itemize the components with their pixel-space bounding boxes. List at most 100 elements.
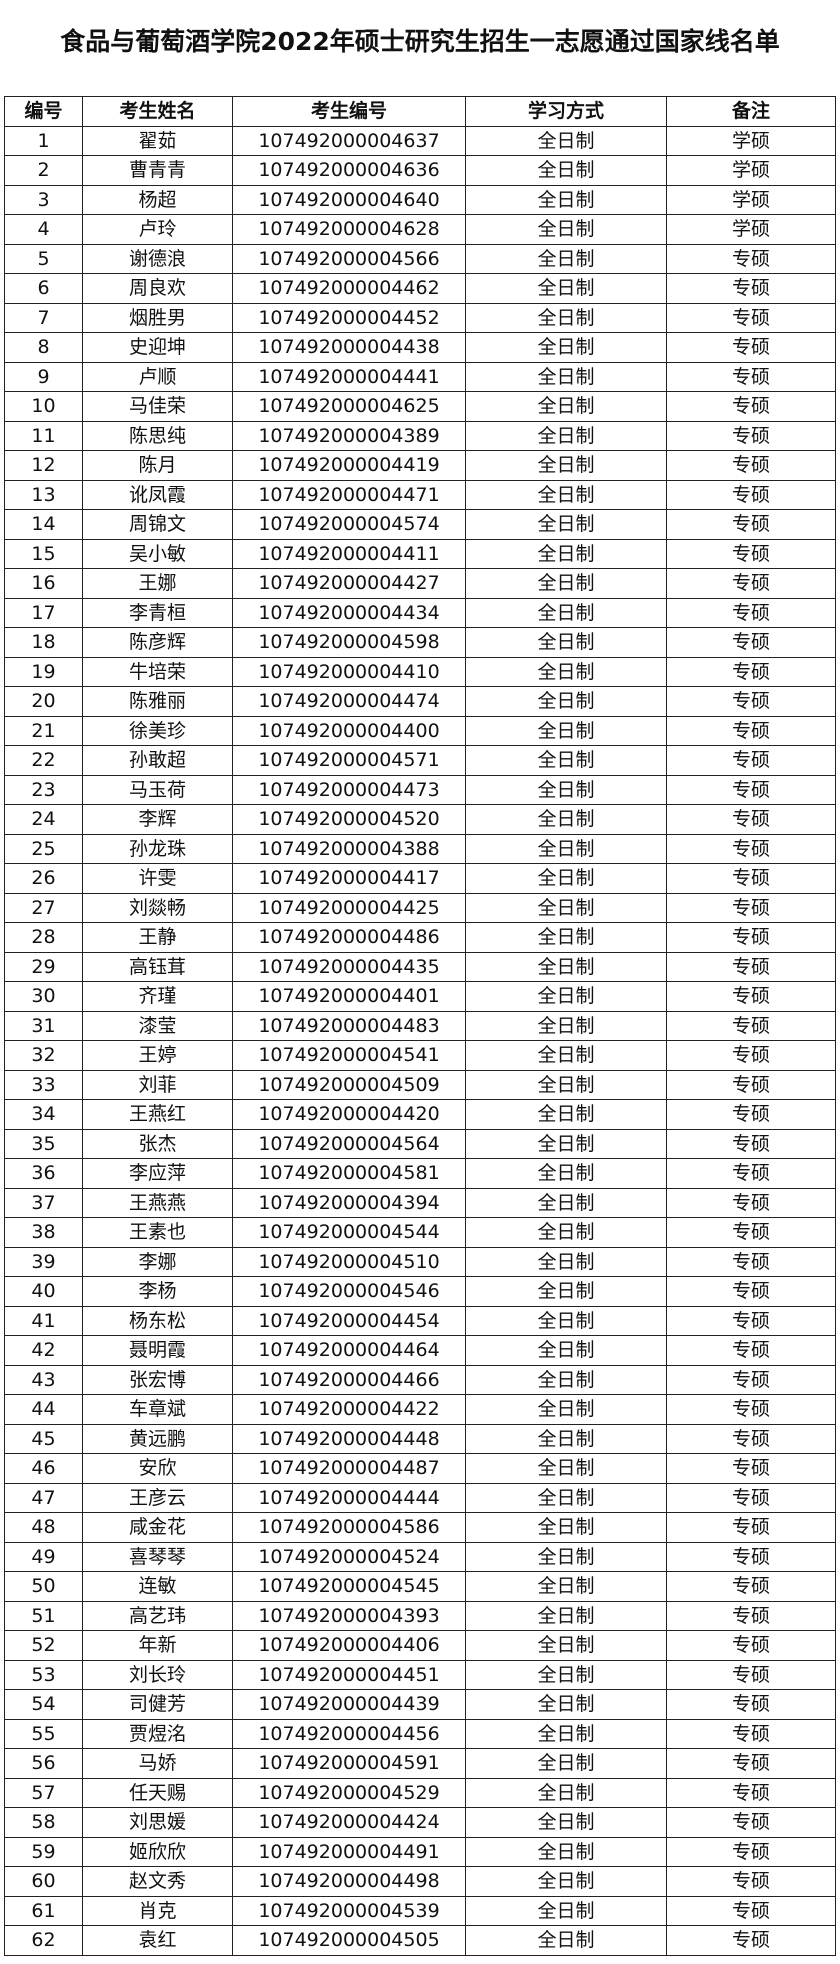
candidate-name: 刘思媛: [82, 1807, 233, 1838]
candidate-name: 司健芳: [82, 1689, 233, 1720]
study-mode: 全日制: [465, 1305, 667, 1336]
candidate-name: 袁红: [82, 1925, 233, 1956]
remark: 专硕: [666, 1394, 836, 1425]
remark: 专硕: [666, 450, 836, 481]
candidate-id: 107492000004466: [232, 1364, 466, 1395]
table-row: 62 袁红 107492000004505 全日制 专硕: [4, 1925, 836, 1956]
study-mode: 全日制: [465, 361, 667, 392]
candidate-id: 107492000004628: [232, 214, 466, 245]
candidate-name: 陈雅丽: [82, 686, 233, 717]
candidate-id: 107492000004640: [232, 184, 466, 215]
table-row: 22 孙敢超 107492000004571 全日制 专硕: [4, 745, 836, 776]
table-row: 39 李娜 107492000004510 全日制 专硕: [4, 1246, 836, 1277]
table-row: 53 刘长玲 107492000004451 全日制 专硕: [4, 1659, 836, 1690]
study-mode: 全日制: [465, 1925, 667, 1956]
row-number: 14: [4, 509, 83, 540]
study-mode: 全日制: [465, 332, 667, 363]
table-row: 18 陈彦辉 107492000004598 全日制 专硕: [4, 627, 836, 658]
row-number: 12: [4, 450, 83, 481]
remark: 专硕: [666, 1659, 836, 1690]
table-row: 6 周良欢 107492000004462 全日制 专硕: [4, 273, 836, 304]
row-number: 28: [4, 922, 83, 953]
candidate-name: 孙敢超: [82, 745, 233, 776]
candidate-id: 107492000004471: [232, 479, 466, 510]
candidate-id: 107492000004474: [232, 686, 466, 717]
candidate-name: 刘长玲: [82, 1659, 233, 1690]
remark: 专硕: [666, 1571, 836, 1602]
study-mode: 全日制: [465, 1600, 667, 1631]
candidate-id: 107492000004439: [232, 1689, 466, 1720]
table-row: 45 黄远鹏 107492000004448 全日制 专硕: [4, 1423, 836, 1454]
table-row: 52 年新 107492000004406 全日制 专硕: [4, 1630, 836, 1661]
candidate-id: 107492000004462: [232, 273, 466, 304]
study-mode: 全日制: [465, 1246, 667, 1277]
table-row: 58 刘思媛 107492000004424 全日制 专硕: [4, 1807, 836, 1838]
table-row: 25 孙龙珠 107492000004388 全日制 专硕: [4, 833, 836, 864]
table-row: 60 赵文秀 107492000004498 全日制 专硕: [4, 1866, 836, 1897]
candidate-id: 107492000004498: [232, 1866, 466, 1897]
candidate-name: 徐美珍: [82, 715, 233, 746]
study-mode: 全日制: [465, 1571, 667, 1602]
study-mode: 全日制: [465, 656, 667, 687]
remark: 专硕: [666, 361, 836, 392]
candidate-name: 李辉: [82, 804, 233, 835]
remark: 专硕: [666, 1069, 836, 1100]
candidate-name: 陈彦辉: [82, 627, 233, 658]
candidate-id: 107492000004539: [232, 1895, 466, 1926]
table-row: 19 牛培荣 107492000004410 全日制 专硕: [4, 656, 836, 687]
candidate-name: 任天赐: [82, 1777, 233, 1808]
row-number: 58: [4, 1807, 83, 1838]
remark: 专硕: [666, 1335, 836, 1366]
study-mode: 全日制: [465, 273, 667, 304]
study-mode: 全日制: [465, 1099, 667, 1130]
table-row: 8 史迎坤 107492000004438 全日制 专硕: [4, 332, 836, 363]
study-mode: 全日制: [465, 214, 667, 245]
table-row: 28 王静 107492000004486 全日制 专硕: [4, 922, 836, 953]
study-mode: 全日制: [465, 1158, 667, 1189]
table-row: 36 李应萍 107492000004581 全日制 专硕: [4, 1158, 836, 1189]
study-mode: 全日制: [465, 774, 667, 805]
table-row: 48 咸金花 107492000004586 全日制 专硕: [4, 1512, 836, 1543]
candidate-id: 107492000004491: [232, 1836, 466, 1867]
row-number: 44: [4, 1394, 83, 1425]
study-mode: 全日制: [465, 1718, 667, 1749]
study-mode: 全日制: [465, 1069, 667, 1100]
table-row: 21 徐美珍 107492000004400 全日制 专硕: [4, 715, 836, 746]
remark: 专硕: [666, 1128, 836, 1159]
row-number: 19: [4, 656, 83, 687]
study-mode: 全日制: [465, 243, 667, 274]
study-mode: 全日制: [465, 184, 667, 215]
row-number: 42: [4, 1335, 83, 1366]
row-number: 61: [4, 1895, 83, 1926]
row-number: 9: [4, 361, 83, 392]
candidate-name: 李应萍: [82, 1158, 233, 1189]
candidate-id: 107492000004422: [232, 1394, 466, 1425]
candidate-name: 牛培荣: [82, 656, 233, 687]
candidate-id: 107492000004541: [232, 1040, 466, 1071]
candidate-name: 刘菲: [82, 1069, 233, 1100]
candidate-name: 张杰: [82, 1128, 233, 1159]
row-number: 41: [4, 1305, 83, 1336]
candidate-id: 107492000004571: [232, 745, 466, 776]
remark: 专硕: [666, 951, 836, 982]
row-number: 6: [4, 273, 83, 304]
candidate-id: 107492000004529: [232, 1777, 466, 1808]
table-row: 50 连敏 107492000004545 全日制 专硕: [4, 1571, 836, 1602]
table-body: 1 翟茹 107492000004637 全日制 学硕 2 曹青青 1074920000046…: [4, 125, 836, 1956]
row-number: 7: [4, 302, 83, 333]
remark: 专硕: [666, 1895, 836, 1926]
row-number: 48: [4, 1512, 83, 1543]
remark: 专硕: [666, 656, 836, 687]
row-number: 10: [4, 391, 83, 422]
candidate-name: 年新: [82, 1630, 233, 1661]
candidate-name: 陈思纯: [82, 420, 233, 451]
remark: 专硕: [666, 774, 836, 805]
remark: 学硕: [666, 125, 836, 156]
remark: 专硕: [666, 1217, 836, 1248]
table-row: 46 安欣 107492000004487 全日制 专硕: [4, 1453, 836, 1484]
remark: 专硕: [666, 1276, 836, 1307]
remark: 专硕: [666, 1630, 836, 1661]
remark: 专硕: [666, 568, 836, 599]
header-cell: 考生编号: [232, 96, 466, 127]
row-number: 59: [4, 1836, 83, 1867]
